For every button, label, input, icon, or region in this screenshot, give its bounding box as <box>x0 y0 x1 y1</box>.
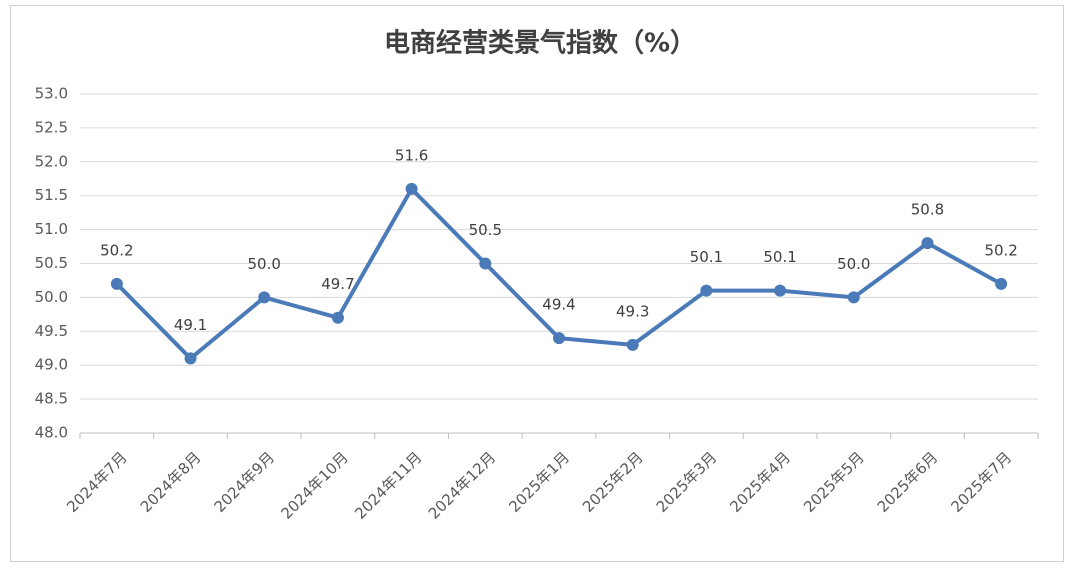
marker <box>847 291 860 304</box>
data-label: 49.7 <box>321 275 354 293</box>
marker <box>479 257 492 270</box>
y-tick-label: 52.0 <box>35 152 68 170</box>
data-label: 51.6 <box>395 146 428 164</box>
marker <box>626 338 639 351</box>
y-tick-label: 52.5 <box>35 118 68 136</box>
data-label: 49.4 <box>542 296 575 314</box>
marker <box>258 291 271 304</box>
data-label: 50.8 <box>911 201 944 219</box>
marker <box>995 277 1008 290</box>
data-label: 49.1 <box>174 316 207 334</box>
marker <box>331 311 344 324</box>
y-tick-label: 50.5 <box>35 254 68 272</box>
marker <box>110 277 123 290</box>
y-tick-label: 51.5 <box>35 186 68 204</box>
data-label: 49.3 <box>616 302 649 320</box>
chart-title: 电商经营类景气指数（%） <box>384 28 696 59</box>
data-label: 50.1 <box>690 248 723 266</box>
marker <box>774 284 787 297</box>
y-tick-label: 48.5 <box>35 390 68 408</box>
data-label: 50.0 <box>837 255 870 273</box>
y-tick-label: 51.0 <box>35 220 68 238</box>
y-tick-label: 53.0 <box>35 85 68 103</box>
y-tick-label: 49.0 <box>35 356 68 374</box>
marker <box>184 352 197 365</box>
marker <box>921 237 934 250</box>
data-label: 50.0 <box>248 255 281 273</box>
y-tick-label: 50.0 <box>35 288 68 306</box>
y-tick-label: 49.5 <box>35 322 68 340</box>
marker <box>700 284 713 297</box>
data-label: 50.2 <box>100 241 133 259</box>
y-tick-label: 48.0 <box>35 424 68 442</box>
chart-frame <box>10 5 1064 562</box>
data-label: 50.2 <box>984 241 1017 259</box>
marker <box>405 182 418 195</box>
data-label: 50.5 <box>469 221 502 239</box>
marker <box>553 332 565 345</box>
data-label: 50.1 <box>763 248 796 266</box>
